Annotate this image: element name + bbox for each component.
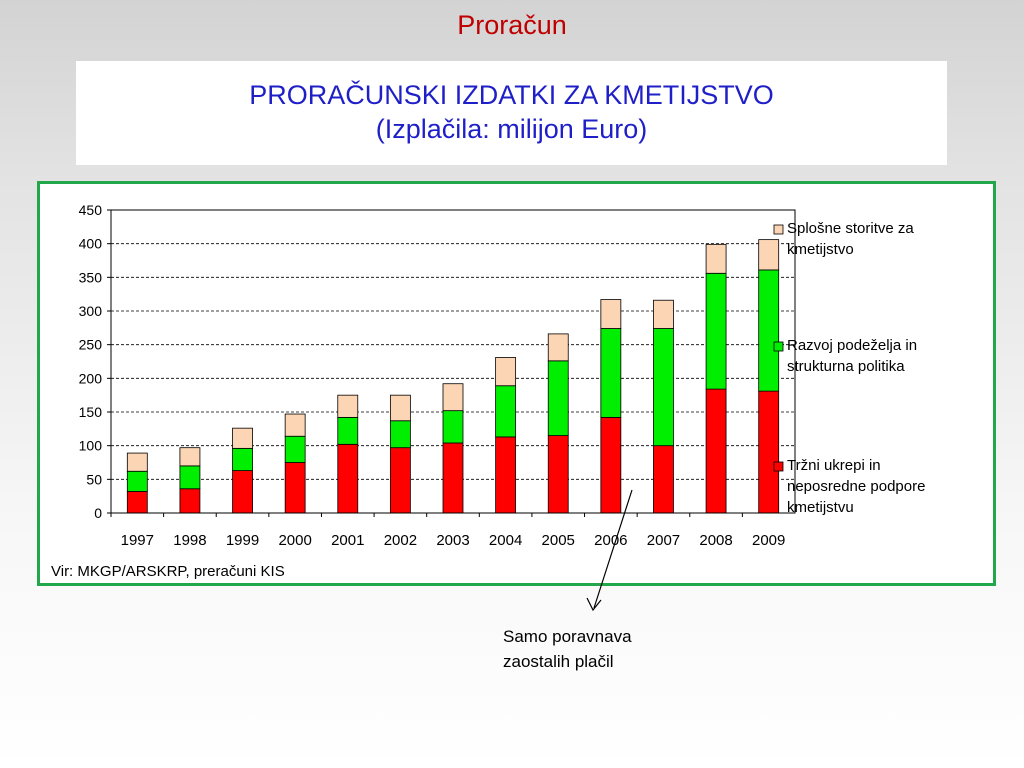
legend-label: neposredne podpore	[787, 478, 925, 495]
x-tick-label: 2007	[647, 532, 680, 549]
bar-segment-series-2-1999	[232, 427, 253, 449]
bar-segment-series-0-2002	[389, 447, 411, 514]
bar-segment-series-1-2001	[337, 416, 359, 445]
annotation-line2: zaostalih plačil	[503, 652, 614, 671]
x-tick-label: 1999	[226, 532, 259, 549]
chart-heading-line1: PRORAČUNSKI IZDATKI ZA KMETIJSTVO	[249, 80, 774, 110]
bar-segment-series-1-2000	[284, 435, 306, 463]
bar-segment-series-1-2007	[653, 328, 674, 447]
legend-swatch	[773, 224, 784, 235]
bar-segment-series-0-2006	[600, 416, 622, 514]
bar-segment-series-2-2007	[653, 299, 674, 329]
legend-swatch	[773, 341, 784, 352]
bar-segment-series-0-2007	[653, 445, 674, 514]
stacked-bar-chart: 0 50 100 150 200 250 300 350 400 450 1997 1998 1999 2…	[51, 202, 925, 580]
bar-segment-series-0-2008	[705, 388, 727, 514]
y-tick-label: 400	[79, 236, 103, 252]
bar-segment-series-2-2001	[337, 394, 359, 418]
plot-border	[110, 209, 796, 514]
slide-title: Proračun	[457, 10, 567, 40]
bar-segment-series-0-2005	[547, 435, 569, 514]
bar-segment-series-1-2005	[547, 360, 569, 436]
legend-label: kmetijstvu	[787, 499, 854, 516]
legend-label: strukturna politika	[787, 358, 905, 375]
x-tick-label: 1997	[121, 532, 154, 549]
bar-segment-series-1-1997	[126, 470, 148, 492]
bar-segment-series-1-2003	[442, 410, 464, 444]
bar-segment-series-1-2008	[705, 272, 727, 390]
bar-segment-series-1-2006	[600, 328, 622, 418]
bar-segment-series-0-1998	[179, 488, 201, 514]
x-tick-label: 2002	[384, 532, 417, 549]
legend-label: kmetijstvo	[787, 241, 854, 258]
chart-heading-line2: (Izplačila: milijon Euro)	[375, 114, 648, 144]
bar-segment-series-2-1998	[179, 447, 201, 467]
x-tick-label: 2001	[331, 532, 364, 549]
bar-segment-series-0-2004	[495, 436, 517, 514]
bar-segment-series-0-2009	[758, 390, 780, 514]
bar-segment-series-1-2004	[495, 385, 517, 438]
bar-segment-series-2-2008	[705, 243, 727, 274]
x-tick-label: 2008	[699, 532, 732, 549]
bar-segment-series-1-2009	[758, 269, 780, 392]
x-tick-label: 2005	[542, 532, 575, 549]
bar-segment-series-1-1999	[232, 447, 253, 471]
bar-segment-series-2-2000	[284, 413, 306, 437]
y-tick-label: 150	[79, 404, 103, 420]
bar-segment-series-1-1998	[179, 465, 201, 490]
annotation-line1: Samo poravnava	[503, 627, 632, 646]
bar-segment-series-2-2003	[442, 383, 464, 412]
bar-segment-series-2-2004	[495, 357, 517, 387]
annotation-text: Samo poravnava zaostalih plačil	[503, 624, 632, 674]
x-tick-label: 2004	[489, 532, 522, 549]
x-tick-label: 2000	[278, 532, 311, 549]
y-tick-label: 300	[79, 303, 103, 319]
x-tick-label: 1998	[173, 532, 206, 549]
bar-segment-series-0-2000	[284, 462, 306, 514]
legend-label: Splošne storitve za	[787, 220, 914, 237]
bar-segment-series-1-2002	[389, 420, 411, 449]
bar-segment-series-0-2001	[337, 443, 359, 514]
legend-label: Tržni ukrepi in	[787, 457, 881, 474]
x-tick-label: 2009	[752, 532, 785, 549]
bar-segment-series-2-2009	[758, 239, 780, 271]
y-tick-label: 450	[79, 202, 103, 218]
legend-swatch	[773, 461, 784, 472]
y-tick-label: 200	[79, 370, 103, 386]
chart-heading-box: PRORAČUNSKI IZDATKI ZA KMETIJSTVO (Izpla…	[76, 61, 947, 165]
bar-segment-series-2-2005	[547, 333, 569, 362]
y-tick-label: 250	[79, 337, 103, 353]
bar-segment-series-0-2003	[442, 442, 464, 514]
y-tick-label: 350	[79, 269, 103, 285]
bar-segment-series-0-1997	[126, 491, 148, 514]
bar-segment-series-2-2002	[389, 394, 411, 422]
y-tick-label: 0	[94, 505, 102, 521]
source-note: Vir: MKGP/ARSKRP, preračuni KIS	[51, 563, 285, 580]
chart-frame: 0 50 100 150 200 250 300 350 400 450 1997 1998 1999 2…	[37, 181, 996, 586]
y-tick-label: 50	[86, 471, 102, 487]
legend-label: Razvoj podeželja in	[787, 337, 917, 354]
bar-segment-series-2-1997	[126, 452, 148, 472]
x-tick-label: 2003	[436, 532, 469, 549]
y-tick-label: 100	[79, 438, 103, 454]
bar-segment-series-0-1999	[232, 470, 253, 514]
bar-segment-series-2-2006	[600, 299, 622, 329]
x-tick-label: 2006	[594, 532, 627, 549]
